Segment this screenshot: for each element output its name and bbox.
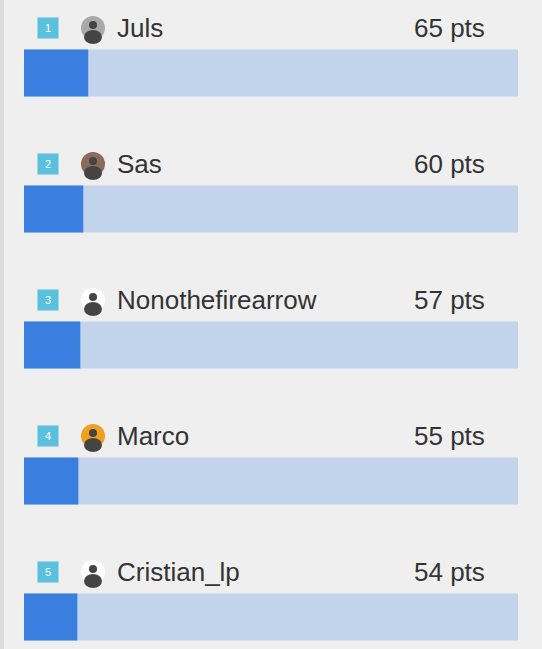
svg-text:1: 1: [45, 22, 51, 34]
svg-text:54 pts: 54 pts: [414, 557, 485, 587]
svg-text:Cristian_lp: Cristian_lp: [117, 557, 240, 587]
svg-text:Nonothefirearrow: Nonothefirearrow: [117, 285, 317, 315]
svg-text:4: 4: [45, 430, 51, 442]
svg-text:3: 3: [45, 294, 51, 306]
svg-text:5: 5: [45, 566, 51, 578]
svg-text:Marco: Marco: [117, 421, 189, 451]
svg-text:Juls: Juls: [117, 13, 163, 43]
svg-text:Sas: Sas: [117, 149, 162, 179]
svg-text:2: 2: [45, 158, 51, 170]
svg-text:55 pts: 55 pts: [414, 421, 485, 451]
svg-text:57 pts: 57 pts: [414, 285, 485, 315]
svg-text:60 pts: 60 pts: [414, 149, 485, 179]
svg-text:65 pts: 65 pts: [414, 13, 485, 43]
